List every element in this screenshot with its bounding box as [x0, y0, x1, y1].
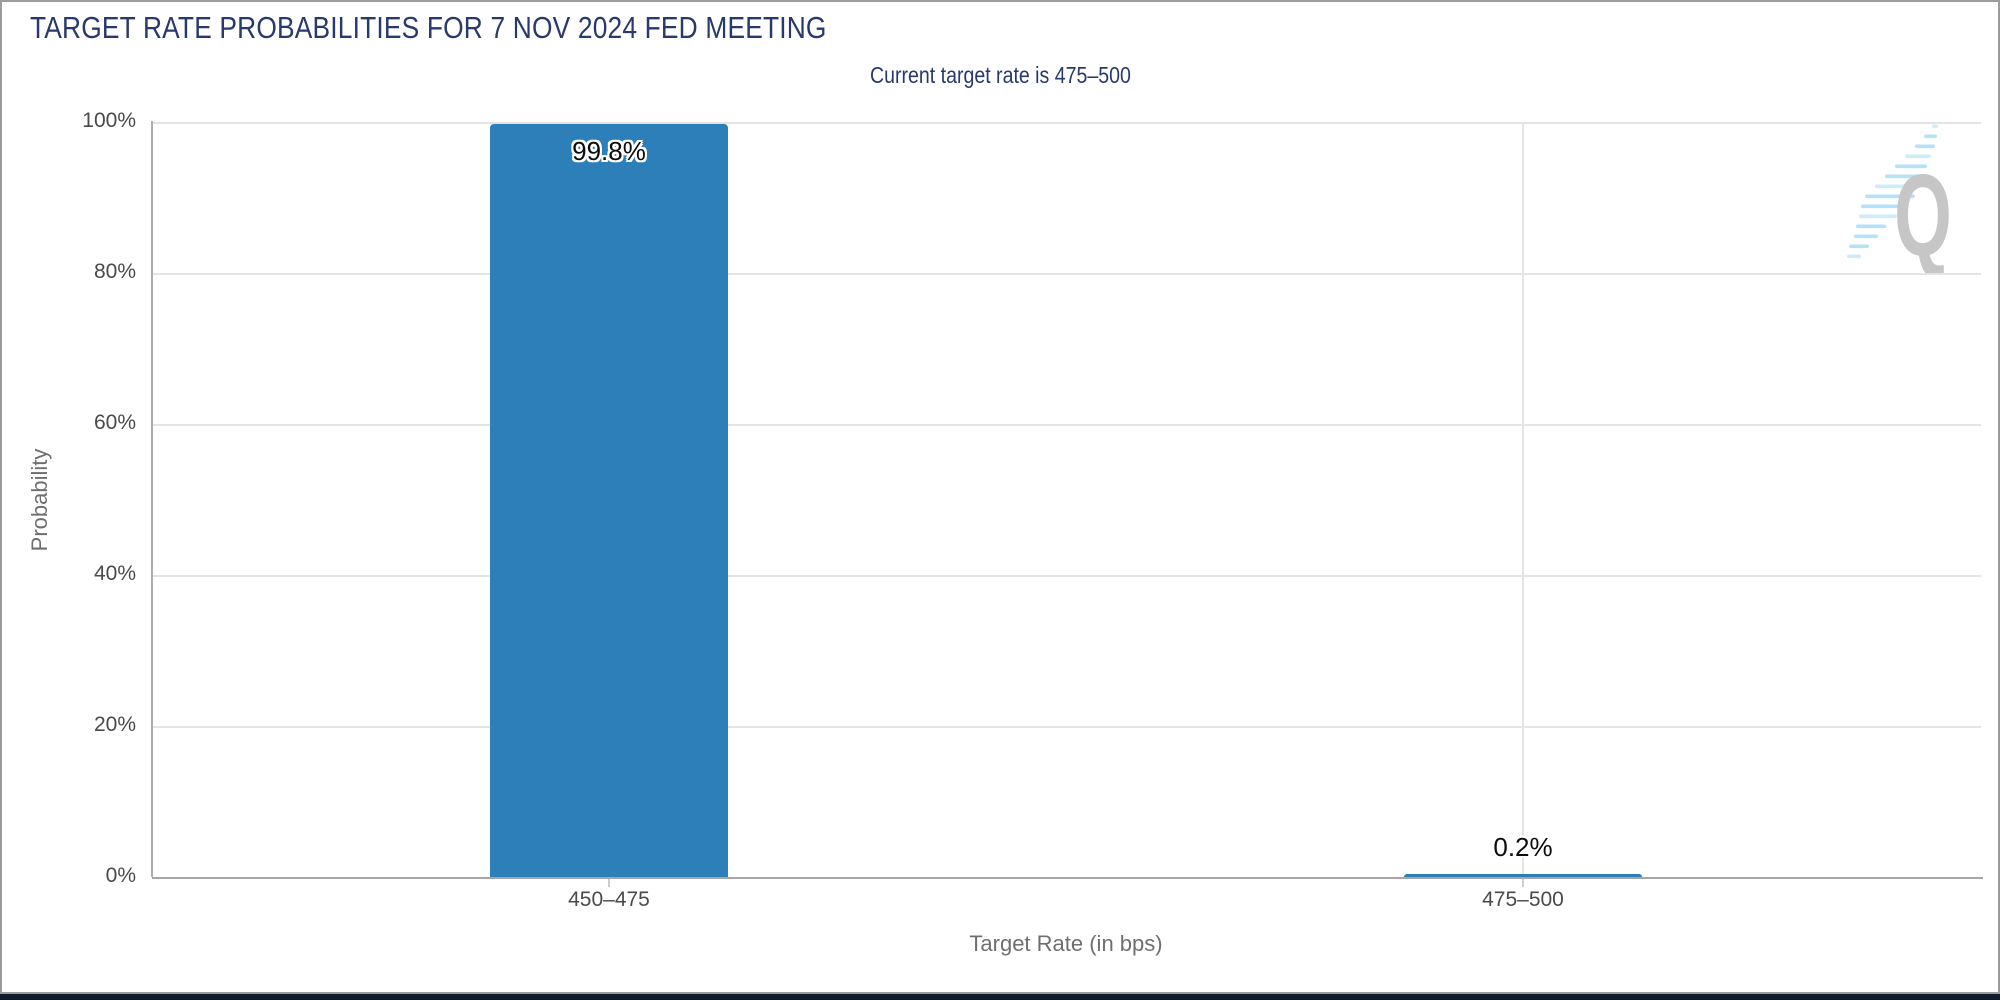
chart-subtitle-text: Current target rate is 475–500 — [869, 62, 1131, 88]
window-border-right — [1998, 0, 2000, 993]
quikstrike-logo: Q — [1847, 124, 1952, 273]
window-border-left — [0, 0, 2, 993]
y-tick-label-0: 0% — [105, 864, 136, 887]
bar-475-500 — [1404, 874, 1642, 877]
logo-blue-dashes — [1847, 124, 1938, 259]
gridline-40pct — [152, 575, 1981, 577]
y-tick-label-60: 60% — [93, 411, 136, 434]
footer-bar — [0, 994, 2000, 1000]
y-tick-label-20: 20% — [93, 713, 136, 736]
bar-value-label-450-475: 99.8% — [572, 136, 646, 166]
x-axis-line — [152, 877, 1983, 879]
gridline-category-2 — [1522, 122, 1524, 877]
x-category-label-1: 450–475 — [568, 888, 650, 911]
y-tick-label-80: 80% — [93, 260, 136, 283]
x-axis-title: Target Rate (in bps) — [969, 931, 1163, 956]
chart-title: TARGET RATE PROBABILITIES FOR 7 NOV 2024… — [30, 10, 827, 45]
gridline-100pct — [152, 122, 1981, 124]
window-border-bottom — [0, 992, 2000, 994]
y-tick-label-40: 40% — [93, 562, 136, 585]
x-category-label-2: 475–500 — [1482, 888, 1564, 911]
bar-value-label-475-500: 0.2% — [1493, 832, 1553, 862]
x-tick-2 — [1522, 879, 1524, 887]
window-border-top — [0, 0, 2000, 2]
y-axis-title: Probability — [27, 448, 52, 552]
chart-subtitle: Current target rate is 475–500 — [0, 62, 2000, 89]
logo-q-letter: Q — [1894, 150, 1952, 273]
gridline-20pct — [152, 726, 1981, 728]
y-axis-line — [151, 121, 153, 877]
y-tick-label-100: 100% — [82, 109, 136, 132]
x-tick-1 — [608, 879, 610, 887]
gridline-80pct — [152, 273, 1981, 275]
bar-450-475 — [490, 124, 728, 877]
gridline-60pct — [152, 424, 1981, 426]
